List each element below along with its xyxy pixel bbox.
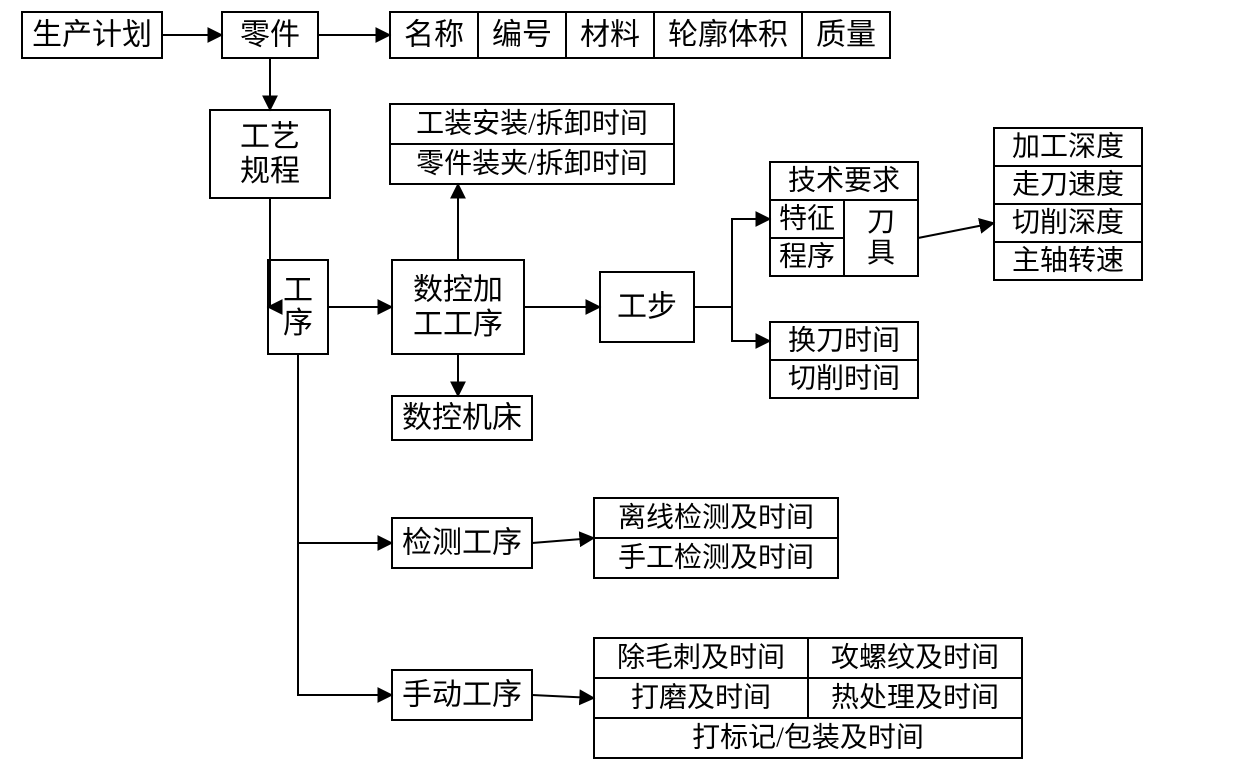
node-ws_feature: 特征 [770, 200, 844, 238]
node-label: 数控加 [413, 273, 503, 306]
node-ws_program: 程序 [770, 238, 844, 276]
node-label: 序 [283, 307, 313, 340]
node-label: 零件 [240, 19, 300, 52]
node-label: 特征 [779, 203, 835, 235]
node-clamp_time: 零件装夹/拆卸时间 [390, 144, 674, 184]
node-manual_deburr: 除毛刺及时间 [594, 638, 808, 678]
node-label: 材料 [580, 19, 640, 52]
edge-ws_tool-to-param_cut_depth [918, 223, 994, 238]
node-label: 具 [867, 238, 895, 269]
node-label: 手动工序 [402, 679, 522, 712]
edge-procedure-to-manual_procedure [298, 354, 392, 695]
node-manual_grind: 打磨及时间 [594, 678, 808, 718]
node-param_depth: 加工深度 [994, 128, 1142, 166]
node-label: 热处理及时间 [831, 682, 999, 714]
node-param_feed: 走刀速度 [994, 166, 1142, 204]
node-inspect_manual: 手工检测及时间 [594, 538, 838, 578]
node-label: 生产计划 [32, 19, 152, 52]
node-label: 走刀速度 [1012, 169, 1124, 201]
node-param_cut_depth: 切削深度 [994, 204, 1142, 242]
edge-work_step-to-ws_feature [694, 219, 770, 307]
node-attr_name: 名称 [390, 12, 478, 58]
node-inspect_procedure: 检测工序 [392, 518, 532, 568]
node-label: 换刀时间 [788, 325, 900, 357]
node-work_step: 工步 [600, 272, 694, 342]
node-process_route: 工艺规程 [210, 110, 330, 198]
node-manual_mark: 打标记/包装及时间 [594, 718, 1022, 758]
node-manual_thread: 攻螺纹及时间 [808, 638, 1022, 678]
node-label: 工艺 [240, 120, 300, 153]
node-part: 零件 [222, 12, 318, 58]
node-label: 工步 [617, 291, 677, 324]
node-label: 名称 [404, 19, 464, 52]
node-label: 打磨及时间 [631, 682, 771, 714]
node-label: 技术要求 [788, 165, 900, 197]
node-manual_heat: 热处理及时间 [808, 678, 1022, 718]
node-label: 编号 [492, 19, 552, 52]
node-label: 数控机床 [402, 402, 522, 435]
node-procedure: 工序 [268, 260, 328, 354]
node-label: 工装安装/拆卸时间 [416, 108, 648, 140]
node-manual_procedure: 手动工序 [392, 670, 532, 720]
node-label: 离线检测及时间 [618, 502, 814, 534]
node-attr_volume: 轮廓体积 [654, 12, 802, 58]
node-tool_change_time: 换刀时间 [770, 322, 918, 360]
node-ws_tech_req: 技术要求 [770, 162, 918, 200]
node-ws_tool: 刀具 [844, 200, 918, 276]
node-attr_number: 编号 [478, 12, 566, 58]
node-label: 加工深度 [1012, 131, 1124, 163]
node-install_time: 工装安装/拆卸时间 [390, 104, 674, 144]
node-label: 主轴转速 [1012, 245, 1124, 277]
node-label: 打标记/包装及时间 [692, 722, 924, 754]
node-label: 切削时间 [788, 363, 900, 395]
node-label: 攻螺纹及时间 [831, 642, 999, 674]
node-cnc_procedure: 数控加工工序 [392, 260, 524, 354]
node-label: 检测工序 [402, 527, 522, 560]
node-label: 规程 [240, 155, 300, 188]
node-label: 手工检测及时间 [618, 542, 814, 574]
edge-manual_procedure-to-manual_grind [532, 695, 594, 698]
node-label: 零件装夹/拆卸时间 [416, 148, 648, 180]
node-label: 程序 [779, 241, 835, 273]
node-cnc_machine: 数控机床 [392, 396, 532, 440]
node-inspect_offline: 离线检测及时间 [594, 498, 838, 538]
edge-work_step-to-tool_change_time [694, 307, 770, 341]
node-label: 质量 [816, 19, 876, 52]
node-label: 切削深度 [1012, 207, 1124, 239]
node-attr_material: 材料 [566, 12, 654, 58]
node-label: 除毛刺及时间 [617, 642, 785, 674]
edge-procedure-to-inspect_procedure [298, 354, 392, 543]
node-label: 工工序 [413, 308, 503, 341]
node-label: 刀 [867, 207, 895, 238]
node-label: 轮廓体积 [668, 19, 788, 52]
diagram-canvas: 生产计划零件名称编号材料轮廓体积质量工艺规程工序数控加工工序工装安装/拆卸时间零… [0, 0, 1239, 772]
node-label: 工 [283, 274, 313, 307]
node-production_plan: 生产计划 [22, 12, 162, 58]
node-param_spindle: 主轴转速 [994, 242, 1142, 280]
node-attr_mass: 质量 [802, 12, 890, 58]
node-cutting_time: 切削时间 [770, 360, 918, 398]
edge-inspect_procedure-to-inspect_offline [532, 538, 594, 543]
